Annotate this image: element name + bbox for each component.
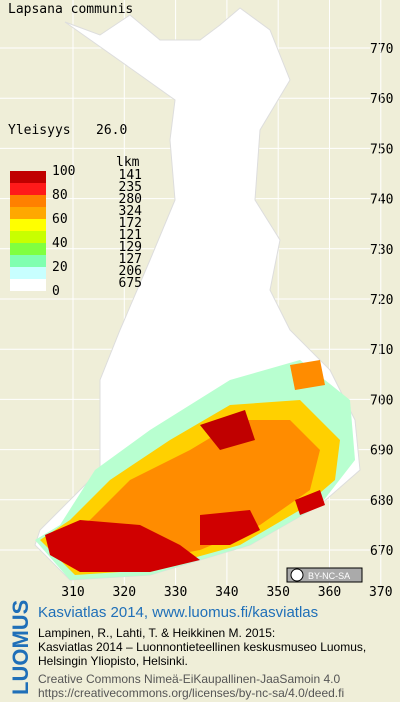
- license-line: https://creativecommons.org/licenses/by-…: [38, 686, 344, 700]
- area-high: [290, 360, 325, 390]
- citation-line: Kasviatlas 2014 – Luonnontieteellinen ke…: [38, 640, 366, 654]
- citation-line: Lampinen, R., Lahti, T. & Heikkinen M. 2…: [38, 626, 275, 640]
- license-badge: [286, 567, 363, 583]
- legend-swatch: [10, 195, 46, 207]
- north-label: 670: [370, 544, 393, 559]
- scale-label: 100: [52, 164, 75, 179]
- count-label: 675: [119, 276, 142, 291]
- east-label: 340: [215, 585, 238, 600]
- north-label: 690: [370, 444, 393, 459]
- east-label: 310: [61, 585, 84, 600]
- footer-link[interactable]: Kasviatlas 2014, www.luomus.fi/kasviatla…: [38, 604, 318, 621]
- legend-swatch: [10, 183, 46, 195]
- north-label: 680: [370, 494, 393, 509]
- east-label: 370: [369, 585, 392, 600]
- count-label: 129: [119, 240, 142, 255]
- count-label: 280: [119, 192, 142, 207]
- species-title: Lapsana communis: [8, 2, 133, 17]
- north-label: 710: [370, 343, 393, 358]
- area-top: [295, 490, 325, 515]
- area-top: [45, 520, 200, 572]
- north-label: 750: [370, 142, 393, 157]
- area-top: [200, 410, 255, 450]
- scale-label: 60: [52, 212, 68, 227]
- frequency-label: Yleisyys: [8, 123, 71, 138]
- badge-text: BY-NC-SA: [308, 571, 350, 581]
- legend-swatch: [10, 207, 46, 219]
- count-label: 206: [119, 264, 142, 279]
- legend-swatch: [10, 219, 46, 231]
- east-label: 360: [318, 585, 341, 600]
- scale-label: 40: [52, 236, 68, 251]
- frequency-value: 26.0: [96, 123, 127, 138]
- count-header: lkm: [116, 155, 140, 170]
- east-label: 320: [113, 585, 136, 600]
- north-label: 720: [370, 293, 393, 308]
- legend-swatch: [10, 267, 46, 279]
- legend-swatch: [10, 231, 46, 243]
- scale-label: 20: [52, 260, 68, 275]
- legend-swatch: [10, 255, 46, 267]
- north-label: 740: [370, 193, 393, 208]
- cc-icon: [290, 568, 304, 582]
- count-label: 141: [119, 168, 142, 183]
- license-line: Creative Commons Nimeä-EiKaupallinen-Jaa…: [38, 672, 340, 686]
- count-label: 127: [119, 252, 142, 267]
- citation-line: Helsingin Yliopisto, Helsinki.: [38, 654, 188, 668]
- north-label: 760: [370, 92, 393, 107]
- footer: Lampinen, R., Lahti, T. & Heikkinen M. 2…: [38, 626, 366, 700]
- legend: 100 80 60 40 20 0 1412352803241721211291272066…: [10, 164, 142, 299]
- east-label: 330: [164, 585, 187, 600]
- count-label: 235: [119, 180, 142, 195]
- scale-label: 0: [52, 284, 60, 299]
- count-label: 121: [119, 228, 142, 243]
- north-label: 730: [370, 243, 393, 258]
- legend-swatch: [10, 171, 46, 183]
- scale-label: 80: [52, 188, 68, 203]
- north-label: 700: [370, 393, 393, 408]
- north-label: 770: [370, 42, 393, 57]
- area-top: [200, 510, 260, 545]
- legend-swatch: [10, 243, 46, 255]
- logo: LUOMUS: [8, 600, 33, 695]
- count-label: 172: [119, 216, 142, 231]
- east-label: 350: [266, 585, 289, 600]
- count-label: 324: [119, 204, 143, 219]
- legend-swatch: [10, 279, 46, 291]
